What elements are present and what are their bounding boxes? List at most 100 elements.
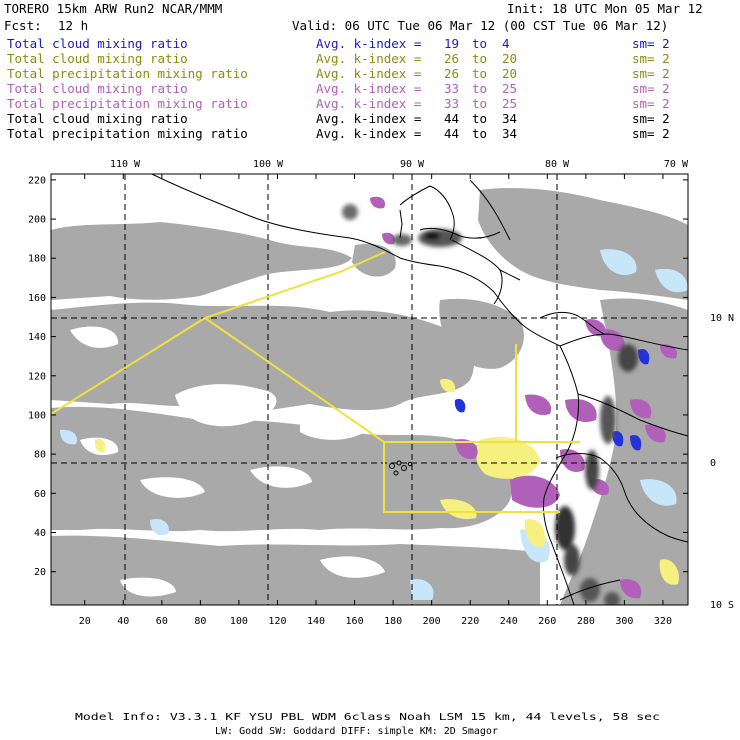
longitude-label: 80 W: [545, 159, 570, 170]
plot-frame: [50, 173, 689, 606]
valid-time: Valid: 06 UTC Tue 06 Mar 12 (00 CST Tue …: [292, 18, 668, 33]
cloud-field-magenta: [370, 196, 678, 599]
grid-x-label: 120: [268, 616, 286, 627]
axis-ticks: [51, 174, 688, 605]
grid-y-label: 140: [28, 332, 46, 343]
legend-to: to: [472, 66, 487, 81]
legend-smoothing: sm= 2: [632, 111, 670, 126]
legend-from: 44: [444, 126, 459, 141]
grid-y-label: 100: [28, 410, 46, 421]
legend-field: Total cloud mixing ratio: [7, 36, 188, 51]
legend-smoothing: sm= 2: [632, 126, 670, 141]
legend-smoothing: sm= 2: [632, 66, 670, 81]
grid-x-label: 140: [307, 616, 325, 627]
grid-x-label: 220: [461, 616, 479, 627]
legend-field: Total cloud mixing ratio: [7, 81, 188, 96]
latitude-label: 10 N: [710, 313, 734, 324]
grid-y-label: 220: [28, 175, 46, 186]
legend-field: Total cloud mixing ratio: [7, 51, 188, 66]
legend-field: Total precipitation mixing ratio: [7, 96, 248, 111]
legend-row: Total precipitation mixing ratio Avg. k-i…: [7, 66, 670, 81]
legend-to: to: [472, 51, 487, 66]
legend-stat: Avg. k-index =: [316, 36, 421, 51]
model-info-line1: Model Info: V3.3.1 KF YSU PBL WDM 6class…: [75, 712, 660, 723]
legend: Total cloud mixing ratio Avg. k-index = 19…: [7, 36, 670, 141]
grid-y-label: 200: [28, 215, 46, 226]
top-longitude-labels: 110 W 100 W 90 W 80 W 70 W: [110, 159, 689, 170]
legend-row: Total precipitation mixing ratio Avg. k-i…: [7, 126, 670, 141]
legend-smoothing: sm= 2: [632, 96, 670, 111]
legend-smoothing: sm= 2: [632, 36, 670, 51]
legend-stat: Avg. k-index =: [316, 111, 421, 126]
legend-field: Total precipitation mixing ratio: [7, 126, 248, 141]
legend-from: 33: [444, 96, 459, 111]
model-title: TORERO 15km ARW Run2 NCAR/MMM: [4, 1, 222, 16]
legend-smoothing: sm= 2: [632, 51, 670, 66]
legend-end: 4: [502, 36, 510, 51]
longitude-label: 100 W: [253, 159, 284, 170]
grid-x-label: 160: [346, 616, 364, 627]
model-info-line2: LW: Godd SW: Goddard DIFF: simple KM: 2D…: [215, 726, 498, 737]
grid-x-label: 200: [423, 616, 441, 627]
grid-x-label: 260: [538, 616, 556, 627]
grid-x-label: 280: [577, 616, 595, 627]
longitude-label: 70 W: [664, 159, 689, 170]
latitude-label: 0: [710, 458, 716, 469]
legend-row: Total cloud mixing ratio Avg. k-index = 33…: [7, 81, 670, 96]
legend-from: 19: [444, 36, 459, 51]
legend-row: Total cloud mixing ratio Avg. k-index = 26…: [7, 51, 670, 66]
longitude-label: 110 W: [110, 159, 141, 170]
grid-x-label: 20: [79, 616, 91, 627]
legend-end: 25: [502, 96, 517, 111]
init-time: Init: 18 UTC Mon 05 Mar 12: [507, 1, 703, 16]
coastlines: [151, 174, 688, 605]
legend-from: 33: [444, 81, 459, 96]
cloud-field-dark-cores: [342, 204, 638, 605]
grid-y-label: 40: [34, 528, 46, 539]
cloud-field-blue: [454, 348, 650, 451]
grid-x-label: 240: [500, 616, 518, 627]
legend-end: 20: [502, 51, 517, 66]
longitude-label: 90 W: [400, 159, 425, 170]
forecast-hours: 12 h: [58, 18, 88, 33]
legend-to: to: [472, 111, 487, 126]
graticule: [51, 174, 688, 605]
grid-x-label: 80: [194, 616, 206, 627]
legend-from: 26: [444, 51, 459, 66]
legend-stat: Avg. k-index =: [316, 51, 421, 66]
legend-end: 34: [502, 111, 517, 126]
legend-to: to: [472, 96, 487, 111]
left-grid-labels: 220 200 180 160 140 120 100 80 60 40 20: [28, 175, 46, 578]
legend-field: Total cloud mixing ratio: [7, 111, 188, 126]
grid-y-label: 80: [34, 450, 46, 461]
legend-to: to: [472, 126, 487, 141]
legend-stat: Avg. k-index =: [316, 66, 421, 81]
bottom-grid-labels: 20 40 60 80 100 120 140 160 180 200 220 240 260 280 30…: [79, 616, 672, 627]
legend-from: 26: [444, 66, 459, 81]
legend-from: 44: [444, 111, 459, 126]
cloud-field-yellow: [94, 378, 679, 585]
map-plot-area: [51, 174, 688, 605]
right-latitude-labels: 10 N 0 10 S: [710, 313, 734, 611]
grid-y-label: 160: [28, 293, 46, 304]
latitude-label: 10 S: [710, 600, 734, 611]
legend-row: Total cloud mixing ratio Avg. k-index = 19…: [7, 36, 670, 51]
legend-stat: Avg. k-index =: [316, 126, 421, 141]
grid-x-label: 300: [615, 616, 633, 627]
grid-x-label: 100: [230, 616, 248, 627]
grid-x-label: 60: [156, 616, 168, 627]
grid-y-label: 20: [34, 567, 46, 578]
grid-y-label: 120: [28, 371, 46, 382]
legend-smoothing: sm= 2: [632, 81, 670, 96]
legend-row: Total precipitation mixing ratio Avg. k-i…: [7, 96, 670, 111]
grid-x-label: 180: [384, 616, 402, 627]
legend-end: 20: [502, 66, 517, 81]
legend-to: to: [472, 36, 487, 51]
grid-y-label: 180: [28, 254, 46, 265]
forecast-label: Fcst:: [4, 18, 42, 33]
grid-y-label: 60: [34, 489, 46, 500]
legend-end: 34: [502, 126, 517, 141]
domain-outlines: [51, 251, 580, 513]
cloud-field-gray: [51, 188, 688, 605]
